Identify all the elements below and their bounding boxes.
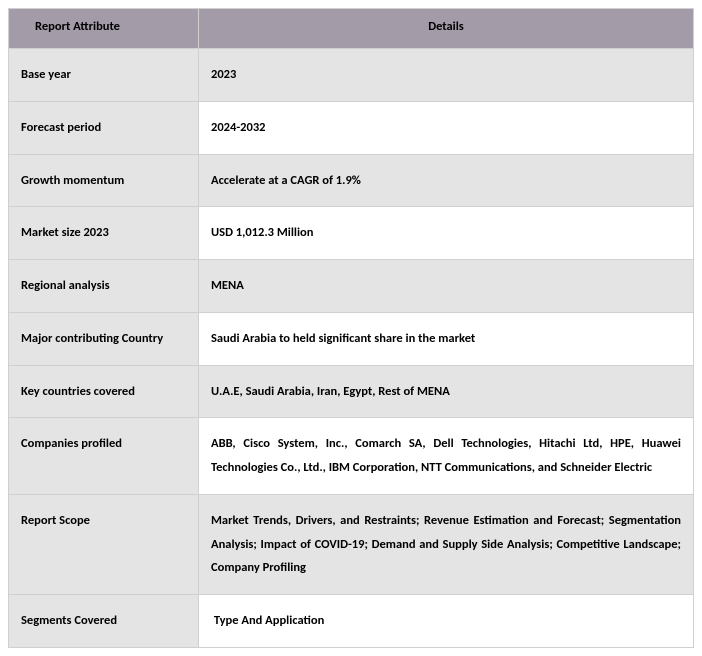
cell-attribute: Base year [9,49,199,102]
header-details: Details [199,9,694,49]
cell-details: USD 1,012.3 Million [199,207,694,260]
table-row: Growth momentum Accelerate at a CAGR of … [9,154,694,207]
cell-attribute: Market size 2023 [9,207,199,260]
cell-details: U.A.E, Saudi Arabia, Iran, Egypt, Rest o… [199,365,694,418]
table-row: Companies profiled ABB, Cisco System, In… [9,418,694,495]
cell-details: Market Trends, Drivers, and Restraints; … [199,494,694,594]
report-attributes-table: Report Attribute Details Base year 2023 … [8,8,694,648]
cell-details: Accelerate at a CAGR of 1.9% [199,154,694,207]
table-row: Regional analysis MENA [9,260,694,313]
table-row: Segments Covered Type And Application [9,595,694,648]
cell-attribute: Major contributing Country [9,312,199,365]
cell-details: ABB, Cisco System, Inc., Comarch SA, Del… [199,418,694,495]
cell-attribute: Key countries covered [9,365,199,418]
cell-attribute: Forecast period [9,101,199,154]
table-row: Market size 2023 USD 1,012.3 Million [9,207,694,260]
cell-details: Type And Application [199,595,694,648]
table-row: Forecast period 2024-2032 [9,101,694,154]
table-row: Key countries covered U.A.E, Saudi Arabi… [9,365,694,418]
cell-details: 2023 [199,49,694,102]
cell-details: 2024-2032 [199,101,694,154]
cell-attribute: Report Scope [9,494,199,594]
cell-attribute: Regional analysis [9,260,199,313]
table-row: Report Scope Market Trends, Drivers, and… [9,494,694,594]
cell-attribute: Growth momentum [9,154,199,207]
cell-details: MENA [199,260,694,313]
table-row: Base year 2023 [9,49,694,102]
table-header-row: Report Attribute Details [9,9,694,49]
header-attribute: Report Attribute [9,9,199,49]
table-row: Major contributing Country Saudi Arabia … [9,312,694,365]
cell-attribute: Companies profiled [9,418,199,495]
cell-attribute: Segments Covered [9,595,199,648]
cell-details: Saudi Arabia to held significant share i… [199,312,694,365]
